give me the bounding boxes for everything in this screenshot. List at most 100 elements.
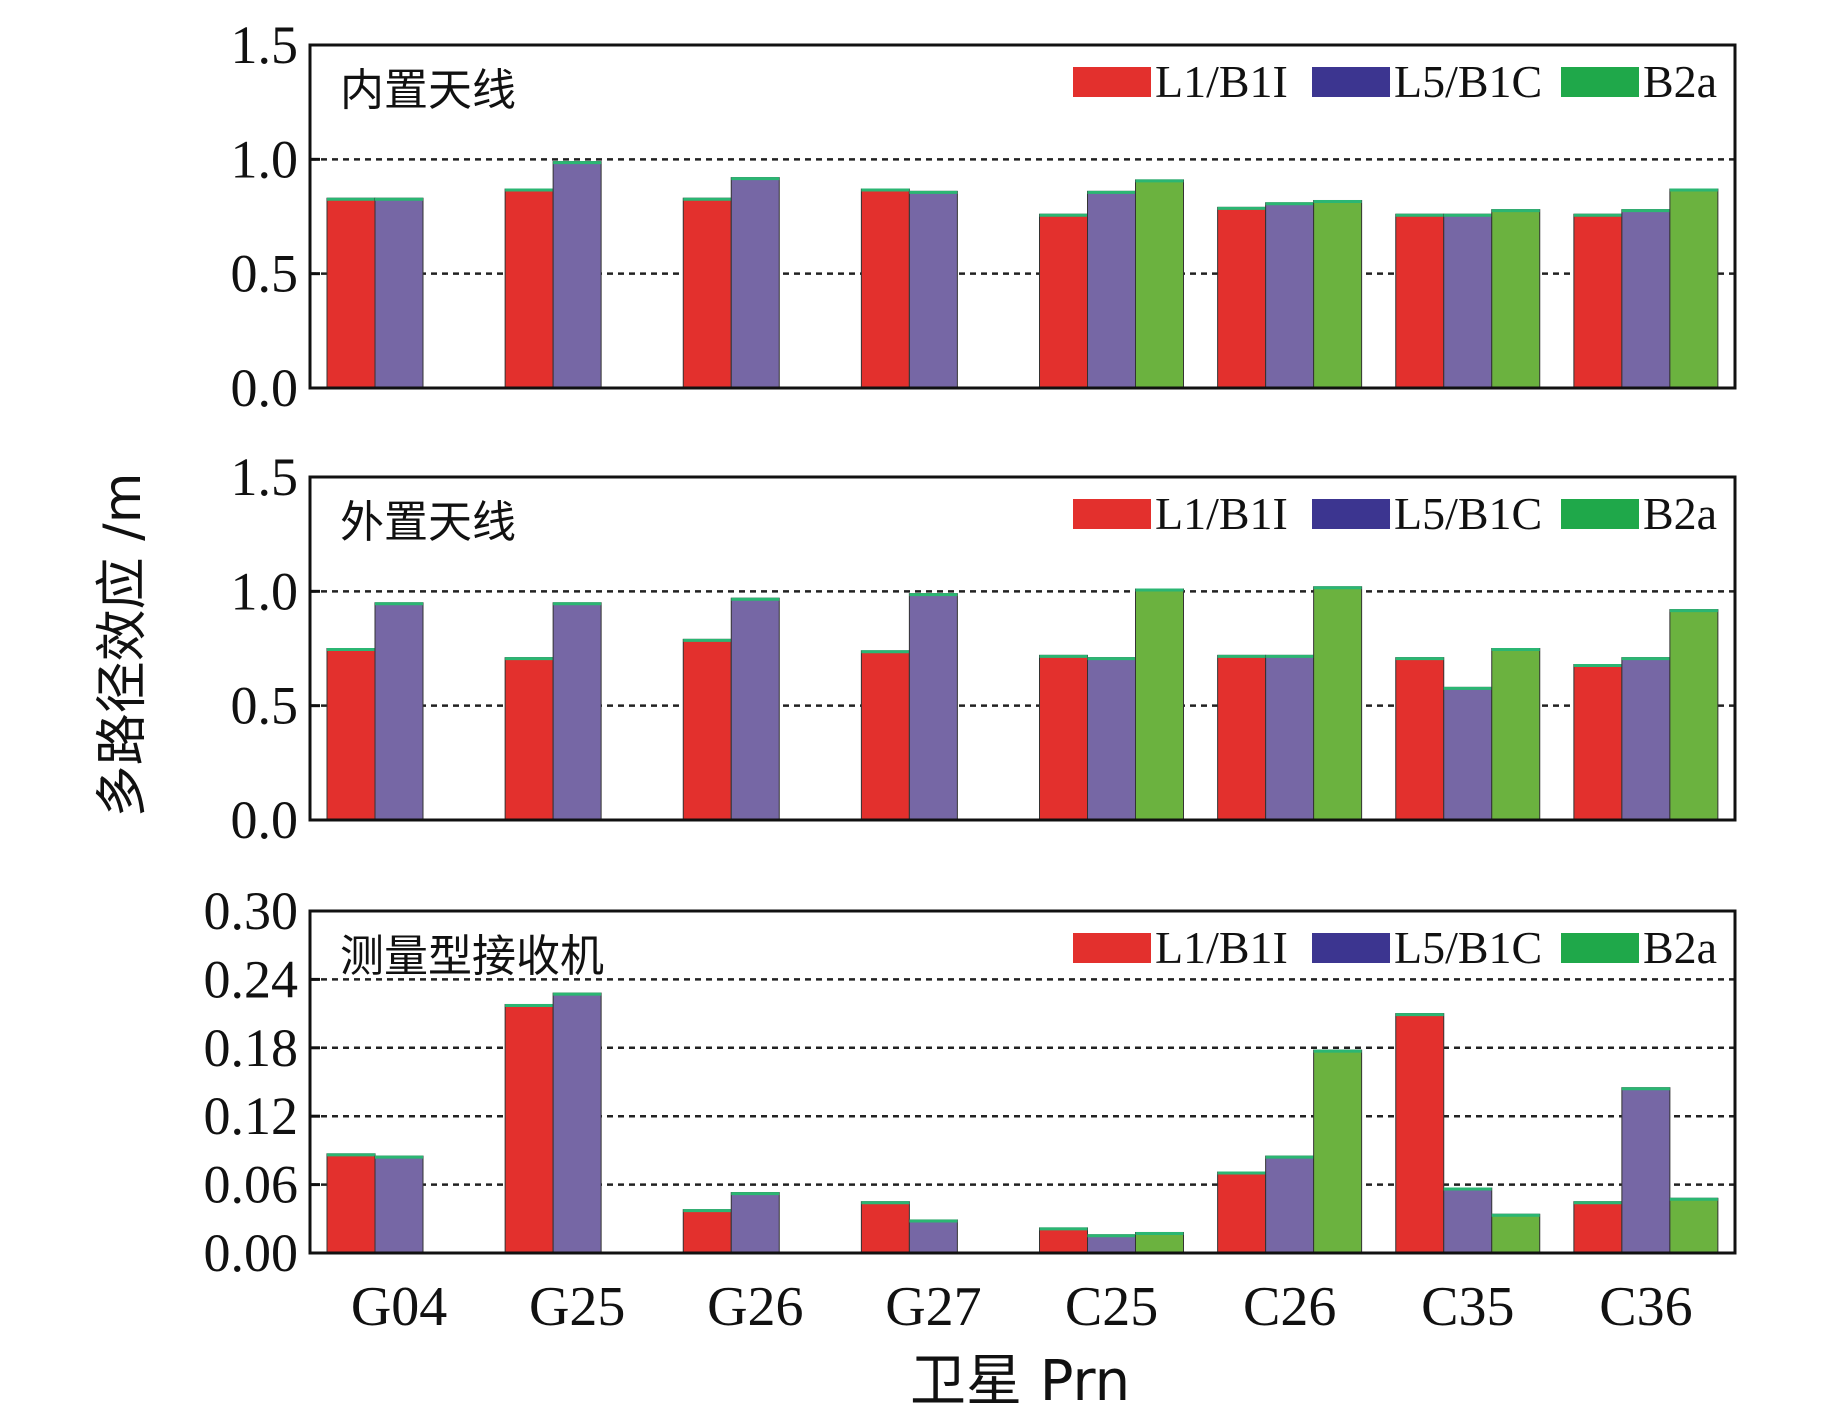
x-axis-label: 卫星 Prn (910, 1349, 1130, 1414)
legend-label: L1/B1I (1155, 56, 1288, 107)
y-tick-label: 0.5 (231, 244, 299, 304)
bar-b2a-c26 (1313, 586, 1363, 821)
y-tick-label: 0.00 (204, 1223, 299, 1283)
bar-l1-b1i-c25 (1039, 654, 1088, 821)
chart-panels: 0.0 0.5 1.0 1.5 内置天线 L1/B1I L5/B1C B2a 0.0 0.5 1.0… (204, 15, 1737, 1338)
chart-panel-3: 0.00 0.06 0.12 0.18 0.24 0.30 测量型接收机 L1/B1I L5/B… (204, 881, 1737, 1338)
bar-b2a-c35 (1491, 1213, 1541, 1254)
legend-swatch (1561, 499, 1639, 529)
bar-l1-b1i-g27 (860, 188, 910, 389)
bar-l5-b1c-c35 (1443, 213, 1493, 389)
bar-l5-b1c-g25 (552, 161, 602, 389)
legend-label: B2a (1643, 56, 1717, 107)
bar-l5-b1c-g25 (552, 602, 602, 821)
bar-l5-b1c-c36 (1621, 657, 1671, 821)
legend-label: L1/B1I (1155, 922, 1288, 973)
legend-swatch (1073, 67, 1151, 97)
bar-l5-b1c-g26 (730, 177, 780, 389)
bar-l1-b1i-g27 (860, 650, 910, 821)
y-tick-label: 0.5 (231, 676, 299, 736)
y-tick-label: 1.5 (231, 447, 299, 507)
bar-l1-b1i-g25 (504, 657, 554, 821)
bar-l5-b1c-c26 (1265, 654, 1315, 821)
legend-swatch (1312, 933, 1390, 963)
x-tick-label: G04 (351, 1276, 447, 1338)
bar-l1-b1i-g04 (326, 197, 376, 389)
plot-frame (308, 909, 1737, 1255)
bar-l1-b1i-c35 (1395, 213, 1445, 389)
y-tick-label: 0.06 (204, 1155, 299, 1215)
y-tick-label: 0.30 (204, 881, 299, 941)
bar-b2a-c35 (1491, 209, 1541, 389)
bar-l1-b1i-c26 (1217, 1171, 1267, 1254)
panel-title: 测量型接收机 (340, 931, 604, 982)
bar-l1-b1i-g26 (682, 197, 732, 389)
y-tick-label: 1.5 (231, 15, 299, 75)
bar-l5-b1c-g04 (374, 1155, 424, 1254)
x-tick-label: C35 (1421, 1276, 1514, 1338)
bar-l1-b1i-c26 (1217, 206, 1267, 389)
bar-l1-b1i-c26 (1217, 654, 1267, 821)
chart-panel-2: 0.0 0.5 1.0 1.5 外置天线 L1/B1I L5/B1C B2a (231, 447, 1737, 850)
y-tick-label: 0.0 (231, 358, 299, 418)
legend-label: B2a (1643, 922, 1717, 973)
bar-l1-b1i-g27 (860, 1201, 910, 1254)
x-tick-label: G27 (885, 1276, 981, 1338)
y-tick-label: 0.12 (204, 1086, 299, 1146)
y-tick-label: 0.0 (231, 790, 299, 850)
y-tick-label: 0.24 (204, 949, 299, 1009)
y-tick-label: 0.18 (204, 1018, 299, 1078)
bar-l5-b1c-c35 (1443, 1187, 1493, 1254)
bar-l5-b1c-g27 (908, 190, 958, 389)
x-tick-label: G25 (529, 1276, 625, 1338)
plot-frame (308, 43, 1737, 390)
legend-swatch (1561, 933, 1639, 963)
bar-l5-b1c-c36 (1621, 209, 1671, 389)
bar-l5-b1c-c26 (1265, 1155, 1315, 1254)
bar-l5-b1c-g25 (552, 992, 602, 1254)
bar-l1-b1i-g25 (504, 1003, 554, 1254)
bar-l5-b1c-g26 (730, 597, 780, 821)
bar-b2a-c25 (1135, 588, 1184, 821)
bar-l5-b1c-g27 (908, 1219, 958, 1254)
bar-l1-b1i-c36 (1573, 213, 1623, 389)
bar-b2a-c36 (1669, 1197, 1719, 1254)
bar-b2a-c26 (1313, 1049, 1363, 1254)
bar-l5-b1c-c25 (1087, 1234, 1136, 1254)
bar-l1-b1i-g04 (326, 1153, 376, 1254)
bar-l1-b1i-g25 (504, 188, 554, 389)
legend-swatch (1073, 499, 1151, 529)
bar-l5-b1c-c25 (1087, 657, 1136, 821)
y-tick-label: 1.0 (231, 129, 299, 189)
bar-b2a-c25 (1135, 179, 1184, 389)
bar-l5-b1c-c25 (1087, 190, 1136, 389)
legend-swatch (1561, 67, 1639, 97)
bar-l1-b1i-c36 (1573, 664, 1623, 821)
x-tick-label: C26 (1243, 1276, 1336, 1338)
legend-swatch (1073, 933, 1151, 963)
bar-b2a-c36 (1669, 609, 1719, 821)
bar-l1-b1i-g04 (326, 648, 376, 821)
bar-l5-b1c-g27 (908, 593, 958, 821)
y-axis-label: 多路径效应 /m (93, 473, 153, 818)
legend-swatch (1312, 67, 1390, 97)
bar-b2a-c36 (1669, 188, 1719, 389)
bar-l5-b1c-c36 (1621, 1087, 1671, 1254)
x-tick-label: G26 (707, 1276, 803, 1338)
legend-label: L5/B1C (1394, 488, 1542, 539)
bar-b2a-c25 (1135, 1231, 1184, 1254)
bar-b2a-c35 (1491, 648, 1541, 821)
bar-l1-b1i-g26 (682, 638, 732, 821)
bar-l5-b1c-c35 (1443, 686, 1493, 821)
bar-l5-b1c-c26 (1265, 202, 1315, 389)
chart-panel-1: 0.0 0.5 1.0 1.5 内置天线 L1/B1I L5/B1C B2a (231, 15, 1737, 418)
legend-label: L5/B1C (1394, 56, 1542, 107)
bar-l5-b1c-g26 (730, 1192, 780, 1254)
plot-frame (308, 475, 1737, 822)
x-tick-label: C25 (1065, 1276, 1158, 1338)
bar-l1-b1i-c25 (1039, 213, 1088, 389)
bar-l5-b1c-g04 (374, 197, 424, 389)
panel-title: 内置天线 (340, 65, 516, 116)
bar-l1-b1i-c35 (1395, 1013, 1445, 1254)
